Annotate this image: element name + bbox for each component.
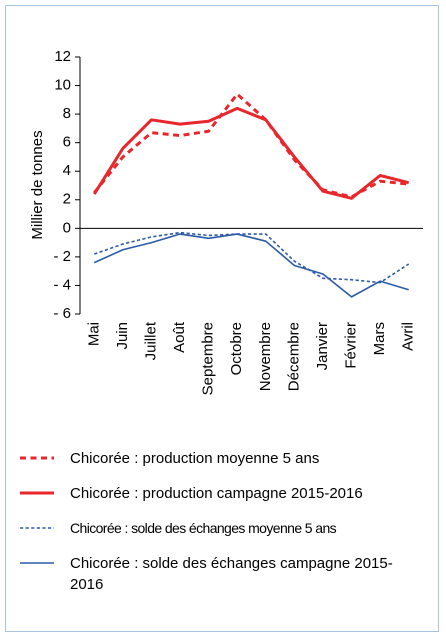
- legend-item: Chicorée : solde des échanges moyenne 5 …: [20, 518, 446, 539]
- series-line: [93, 106, 410, 200]
- y-tick-label: 6: [63, 134, 71, 151]
- chart: Millier de tonnes 12 10 8 6 4 2 0 - 2 - 4 - 6 Mai J…: [29, 48, 423, 395]
- x-tick-label: Mai: [85, 322, 102, 346]
- y-tick-label: - 4: [53, 276, 71, 293]
- legend-item: Chicorée : production campagne 2015-2016: [20, 483, 446, 504]
- legend-label: Chicorée : production moyenne 5 ans: [70, 450, 320, 467]
- x-tick-label: Novembre: [257, 322, 274, 391]
- legend-swatch: [20, 491, 54, 495]
- y-tick-label: - 6: [53, 305, 71, 322]
- y-tick-label: 2: [63, 191, 71, 208]
- frame: [5, 5, 439, 632]
- x-tick-label: Juillet: [142, 321, 159, 360]
- x-tick-label: Août: [171, 321, 188, 353]
- x-tick-label: Septembre: [200, 322, 217, 395]
- x-tick-label: Janvier: [314, 322, 331, 370]
- x-tick-label: Mars: [371, 322, 388, 355]
- y-tick-label: - 2: [53, 248, 71, 265]
- y-tick-label: 8: [63, 105, 71, 122]
- y-axis-label: Millier de tonnes: [29, 130, 46, 239]
- y-tick-label: 0: [63, 219, 71, 236]
- series-line: [93, 92, 409, 199]
- y-tick-label: 10: [54, 77, 71, 94]
- legend-swatch: [20, 456, 54, 460]
- legend-label: Chicorée : solde des échanges moyenne 5 …: [70, 520, 337, 536]
- legend: Chicorée : production moyenne 5 ans Chico…: [20, 448, 446, 609]
- x-tick-label: Février: [343, 322, 360, 369]
- legend-label: Chicorée : solde des échanges campagne 2…: [70, 555, 393, 593]
- y-tick-label: 4: [63, 162, 71, 179]
- legend-label: Chicorée : production campagne 2015-2016: [70, 485, 363, 502]
- legend-swatch: [20, 527, 54, 529]
- legend-swatch: [20, 562, 54, 564]
- series-line: [94, 231, 410, 284]
- y-tick-label: 12: [54, 48, 71, 65]
- x-tick-label: Octobre: [228, 322, 245, 375]
- legend-item: Chicorée : production moyenne 5 ans: [20, 448, 446, 469]
- x-tick-label: Juin: [114, 322, 131, 350]
- legend-item: Chicorée : solde des échanges campagne 2…: [20, 553, 446, 595]
- x-tick-label: Décembre: [285, 322, 302, 391]
- series-line: [93, 233, 409, 298]
- x-tick-label: Avril: [400, 322, 417, 351]
